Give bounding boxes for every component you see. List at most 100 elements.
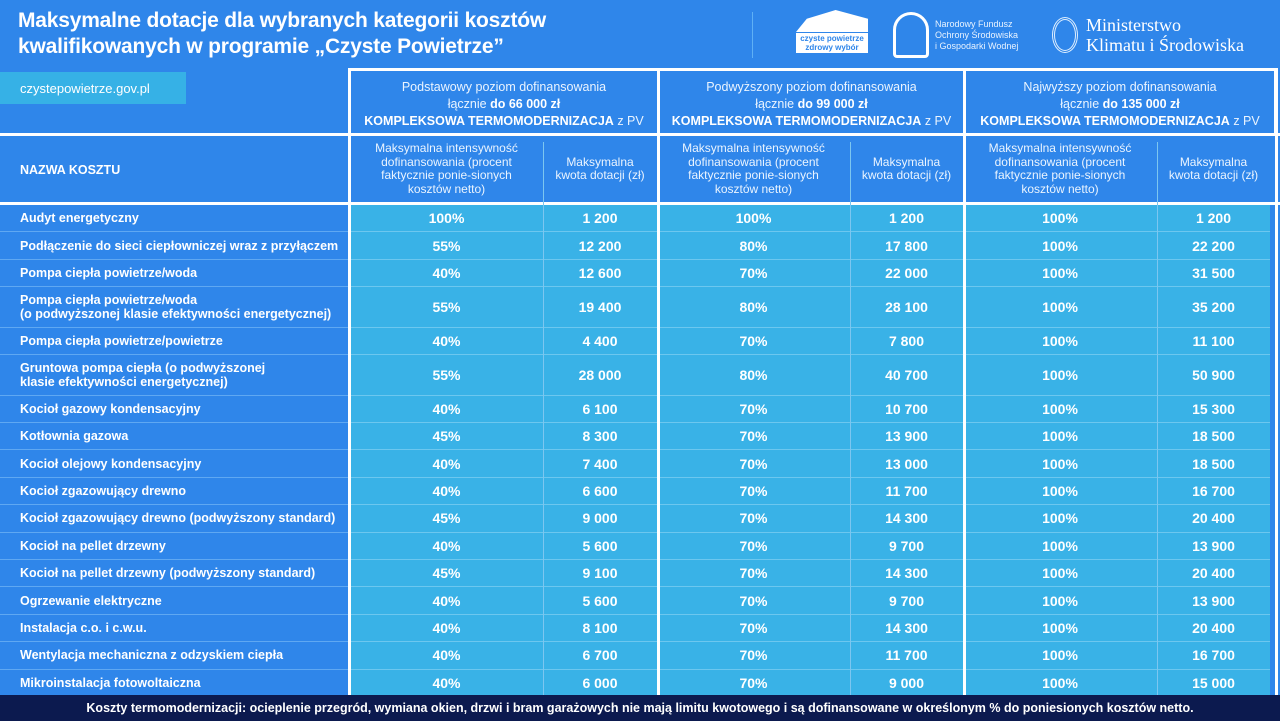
- amount-value: 1 200: [850, 205, 963, 233]
- level-label: Najwyższy poziom dofinansowania: [1023, 80, 1217, 94]
- amount-value: 13 900: [1157, 532, 1270, 560]
- amount-value: 5 600: [543, 532, 657, 560]
- amount-value: 18 500: [1157, 423, 1270, 451]
- amount-value: 22 200: [1157, 232, 1270, 260]
- logo-text: Narodowy Fundusz: [935, 18, 1013, 29]
- cost-name: Pompa ciepła powietrze/powietrze: [0, 328, 350, 356]
- table-row: Pompa ciepła powietrze/woda 40% 12 600 70% 2…: [0, 259, 1280, 288]
- scope: KOMPLEKSOWA TERMOMODERNIZACJA: [671, 114, 922, 128]
- intensity-value: 55%: [350, 355, 543, 396]
- amount-value: 6 000: [543, 669, 657, 697]
- column-header-intensity: Maksymalna intensywność dofinansowania (…: [682, 141, 825, 196]
- column-header-amount: Maksymalna kwota dotacji (zł): [861, 154, 952, 182]
- amount-value: 7 400: [543, 450, 657, 478]
- fingerprint-icon: [1052, 17, 1078, 53]
- intensity-value: 100%: [350, 205, 543, 233]
- group-header-highest: Najwyższy poziom dofinansowania łącznie d…: [963, 68, 1277, 133]
- amount-value: 14 300: [850, 560, 963, 588]
- cost-name: Wentylacja mechaniczna z odzyskiem ciepł…: [0, 642, 350, 670]
- group-header-increased: Podwyższony poziom dofinansowania łącznie…: [657, 68, 966, 133]
- cost-name: Kocioł gazowy kondensacyjny: [0, 396, 350, 423]
- table-row: Kocioł olejowy kondensacyjny 40% 7 400 70% 1…: [0, 450, 1280, 478]
- cost-name: Kotłownia gazowa: [0, 423, 350, 451]
- amount-value: 9 000: [850, 669, 963, 697]
- amount-value: 20 400: [1157, 614, 1270, 643]
- intensity-value: 100%: [963, 560, 1157, 588]
- intensity-value: 100%: [963, 205, 1157, 233]
- amount-value: 28 100: [850, 287, 963, 328]
- amount-value: 12 600: [543, 259, 657, 288]
- amount-value: 9 700: [850, 587, 963, 615]
- table-row: Ogrzewanie elektryczne 40% 5 600 70% 9 700 10…: [0, 587, 1280, 615]
- table-row: Kocioł gazowy kondensacyjny 40% 6 100 70% 10…: [0, 395, 1280, 423]
- intensity-value: 70%: [657, 327, 850, 356]
- intensity-value: 70%: [657, 259, 850, 288]
- intensity-value: 100%: [963, 532, 1157, 560]
- intensity-value: 80%: [657, 355, 850, 396]
- intensity-value: 100%: [963, 327, 1157, 356]
- intensity-value: 70%: [657, 505, 850, 533]
- intensity-value: 70%: [657, 450, 850, 478]
- column-header-intensity: Maksymalna intensywność dofinansowania (…: [375, 141, 518, 196]
- amount-value: 1 200: [1157, 205, 1270, 233]
- level-label: Podstawowy poziom dofinansowania: [401, 80, 607, 94]
- prefix: łącznie: [755, 97, 795, 111]
- intensity-value: 80%: [657, 287, 850, 328]
- amount-value: 18 500: [1157, 450, 1270, 478]
- subcolumn-divider: [850, 142, 851, 695]
- logo-text: zdrowy wybór: [805, 43, 859, 52]
- cost-name: Pompa ciepła powietrze/woda (o podwyższo…: [0, 287, 350, 328]
- website-link[interactable]: czystepowietrze.gov.pl: [0, 72, 186, 104]
- intensity-value: 70%: [657, 532, 850, 560]
- amount-value: 9 000: [543, 505, 657, 533]
- intensity-value: 40%: [350, 669, 543, 697]
- table-row: Kotłownia gazowa 45% 8 300 70% 13 900 100% 18 …: [0, 423, 1280, 451]
- cost-name: Kocioł zgazowujący drewno (podwyższony s…: [0, 505, 350, 533]
- intensity-value: 70%: [657, 477, 850, 506]
- house-icon: [796, 10, 868, 32]
- column-header-name: NAZWA KOSZTU: [20, 163, 121, 177]
- intensity-value: 100%: [963, 259, 1157, 288]
- czyste-powietrze-logo: czyste powietrze zdrowy wybór: [796, 10, 868, 60]
- cost-name: Kocioł zgazowujący drewno: [0, 478, 350, 506]
- intensity-value: 70%: [657, 395, 850, 423]
- table-row: Pompa ciepła powietrze/powietrze 40% 4 400…: [0, 327, 1280, 356]
- amount-value: 50 900: [1157, 355, 1270, 396]
- column-header-row: [0, 133, 1280, 205]
- table-row: Podłączenie do sieci ciepłowniczej wraz …: [0, 232, 1280, 260]
- divider: [752, 12, 753, 58]
- cost-name: Podłączenie do sieci ciepłowniczej wraz …: [0, 232, 350, 260]
- intensity-value: 45%: [350, 505, 543, 533]
- intensity-value: 45%: [350, 560, 543, 588]
- amount-value: 14 300: [850, 614, 963, 643]
- intensity-value: 40%: [350, 327, 543, 356]
- ministry-logo: Ministerstwo Klimatu i Środowiska: [1052, 15, 1244, 55]
- table-row: Gruntowa pompa ciepła (o podwyższonej kl…: [0, 355, 1280, 396]
- cost-name: Kocioł olejowy kondensacyjny: [0, 450, 350, 478]
- intensity-value: 40%: [350, 532, 543, 560]
- amount-value: 11 700: [850, 477, 963, 506]
- intensity-value: 100%: [963, 587, 1157, 615]
- level-label: Podwyższony poziom dofinansowania: [706, 80, 917, 94]
- amount-value: 13 000: [850, 450, 963, 478]
- intensity-value: 100%: [963, 355, 1157, 396]
- footer-note: Koszty termomodernizacji: ocieplenie prz…: [0, 695, 1280, 721]
- intensity-value: 40%: [350, 450, 543, 478]
- table-row: Mikroinstalacja fotowoltaiczna 40% 6 000 70…: [0, 669, 1280, 697]
- intensity-value: 80%: [657, 232, 850, 260]
- intensity-value: 40%: [350, 587, 543, 615]
- cost-name: Ogrzewanie elektryczne: [0, 587, 350, 615]
- suffix: z PV: [924, 114, 952, 128]
- cost-name: Kocioł na pellet drzewny: [0, 533, 350, 560]
- max-amount: do 66 000 zł: [490, 97, 561, 111]
- intensity-value: 100%: [963, 642, 1157, 670]
- intensity-value: 70%: [657, 587, 850, 615]
- amount-value: 13 900: [1157, 587, 1270, 615]
- table-row: Kocioł zgazowujący drewno 40% 6 600 70% 11 7…: [0, 477, 1280, 506]
- intensity-value: 100%: [963, 232, 1157, 260]
- prefix: łącznie: [1060, 97, 1100, 111]
- column-divider: [348, 68, 351, 695]
- subcolumn-divider: [1157, 142, 1158, 695]
- logo-text: czyste powietrze: [800, 34, 864, 43]
- amount-value: 7 800: [850, 327, 963, 356]
